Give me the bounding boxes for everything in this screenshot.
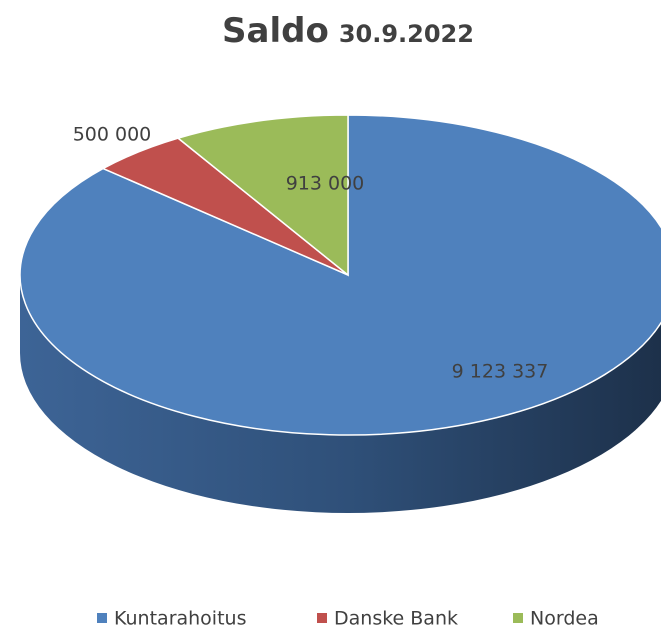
legend-label: Danske Bank xyxy=(334,608,458,630)
data-label: 9 123 337 xyxy=(452,361,549,383)
pie-slice xyxy=(19,114,661,436)
legend-swatch xyxy=(513,613,523,623)
chart-title: Saldo 30.9.2022 xyxy=(222,11,474,51)
legend-swatch xyxy=(97,613,107,623)
legend-label: Kuntarahoitus xyxy=(114,608,246,630)
title-date: 30.9.2022 xyxy=(339,20,474,48)
pie-slice xyxy=(176,114,349,277)
title-main: Saldo xyxy=(222,11,329,51)
data-label: 500 000 xyxy=(73,124,152,146)
legend-swatch xyxy=(317,613,327,623)
legend-label: Nordea xyxy=(530,608,599,630)
pie-side xyxy=(20,275,661,513)
data-label: 913 000 xyxy=(286,173,365,195)
